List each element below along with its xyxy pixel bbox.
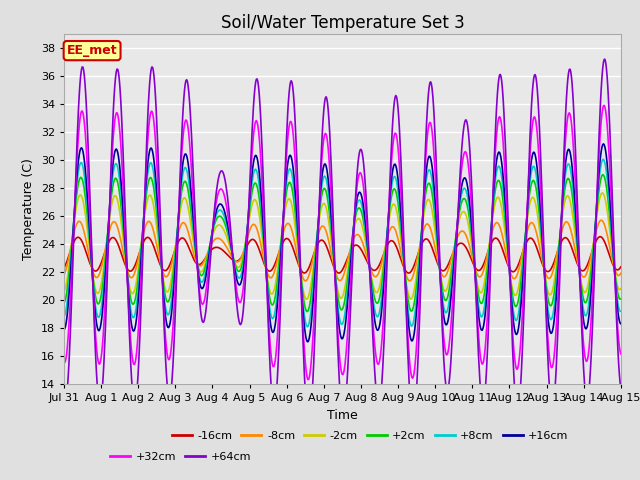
Y-axis label: Temperature (C): Temperature (C) [22, 158, 35, 260]
Title: Soil/Water Temperature Set 3: Soil/Water Temperature Set 3 [221, 14, 464, 32]
Legend: +32cm, +64cm: +32cm, +64cm [106, 447, 256, 466]
X-axis label: Time: Time [327, 408, 358, 421]
Text: EE_met: EE_met [67, 44, 117, 57]
